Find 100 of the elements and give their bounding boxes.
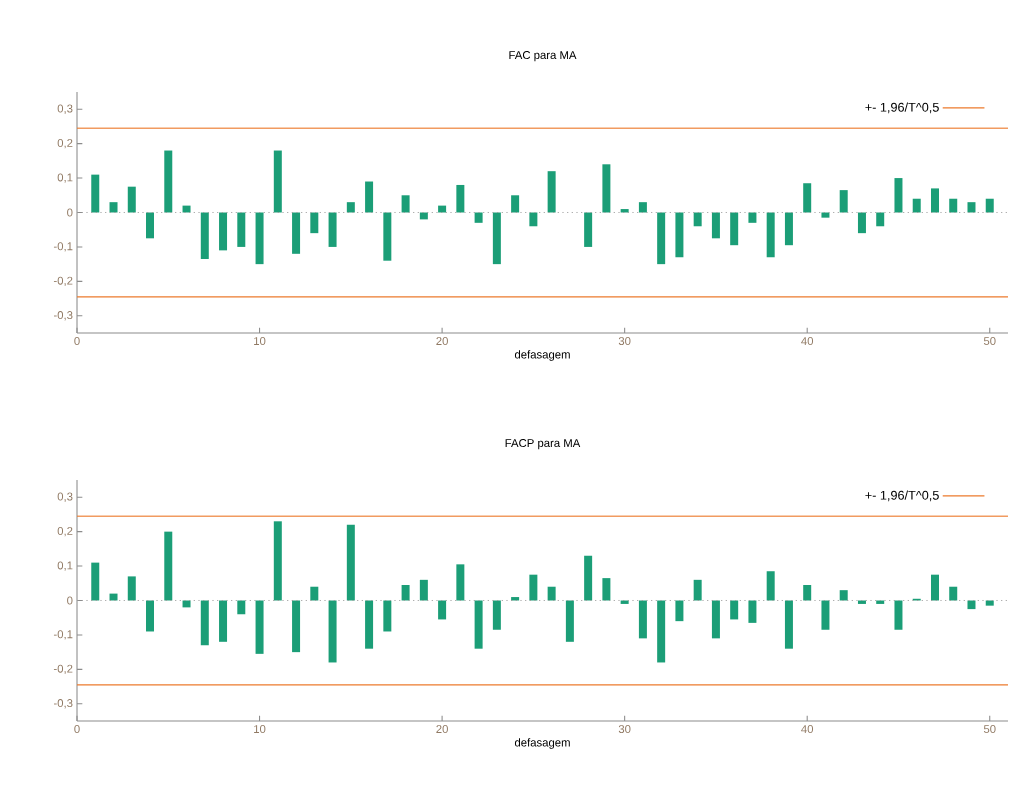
bar [91, 562, 100, 601]
bar [200, 212, 209, 259]
bar [292, 600, 301, 653]
bar [109, 202, 118, 213]
bar [876, 212, 885, 227]
bar [219, 212, 228, 251]
bar [602, 164, 611, 213]
bar [565, 600, 574, 642]
bar [547, 171, 556, 213]
x-tick-label: 20 [436, 337, 448, 346]
bar [930, 188, 939, 213]
bar [748, 212, 757, 223]
bar [438, 600, 447, 620]
y-tick-label: -0,2 [53, 664, 73, 675]
bar [894, 600, 903, 630]
x-tick-label: 0 [74, 337, 80, 346]
bar [821, 212, 830, 218]
bar [876, 600, 885, 604]
bar [255, 600, 264, 654]
bar [839, 190, 848, 213]
bar [547, 586, 556, 601]
bar [839, 590, 848, 601]
bar [912, 198, 921, 213]
bar [949, 586, 958, 601]
y-tick-label: -0,2 [53, 276, 73, 287]
bar [419, 212, 428, 220]
y-tick-label: 0,1 [57, 561, 73, 571]
bar [985, 600, 994, 606]
x-tick-label: 30 [618, 725, 631, 734]
y-tick-label: -0,1 [53, 242, 73, 252]
bar [657, 212, 666, 265]
bar [511, 195, 520, 213]
bar [638, 202, 647, 213]
y-tick-label: -0,3 [53, 311, 73, 321]
bar [985, 198, 994, 213]
chart-title: FACP para MA [505, 439, 581, 450]
bar [711, 212, 720, 239]
bar [401, 195, 410, 213]
bar [273, 521, 282, 601]
bar [474, 600, 483, 649]
y-tick-label: 0 [67, 208, 73, 217]
y-tick-label: 0 [67, 596, 73, 605]
bar [365, 600, 374, 649]
bar [949, 198, 958, 213]
bar [492, 600, 501, 630]
bar [584, 555, 593, 601]
x-tick-label: 50 [983, 337, 996, 346]
bar [675, 600, 684, 622]
chart-title: FAC para MA [509, 51, 577, 62]
bar [657, 600, 666, 663]
x-tick-label: 40 [801, 337, 814, 346]
bar [328, 212, 337, 247]
bar [529, 574, 538, 601]
bar [474, 212, 483, 223]
bar [273, 150, 282, 213]
bar [383, 600, 392, 632]
bar [784, 600, 793, 649]
y-tick-label: -0,1 [53, 630, 73, 640]
bar [584, 212, 593, 247]
bar [894, 178, 903, 213]
bar [602, 578, 611, 601]
bar [857, 212, 866, 234]
bar [766, 212, 775, 258]
bar [237, 600, 246, 615]
bar [237, 212, 246, 247]
bar [675, 212, 684, 258]
bar [711, 600, 720, 639]
bar [310, 212, 319, 234]
bar [930, 574, 939, 601]
bar [219, 600, 228, 642]
bar [803, 585, 812, 601]
bar [693, 579, 702, 601]
x-axis-title: defasagem [514, 350, 570, 361]
legend-label: +- 1,96/T^0,5 [865, 102, 939, 114]
bar [127, 576, 136, 601]
bar [730, 212, 739, 246]
x-tick-label: 0 [74, 725, 80, 734]
bar [803, 183, 812, 213]
bar [383, 212, 392, 261]
bar [748, 600, 757, 623]
bar [164, 531, 173, 601]
bar [328, 600, 337, 663]
bar [182, 600, 191, 608]
bar [365, 181, 374, 213]
bar [967, 600, 976, 610]
bar [146, 212, 155, 239]
y-tick-label: 0,3 [57, 104, 73, 114]
bar [419, 579, 428, 601]
bar [730, 600, 739, 620]
x-tick-label: 50 [983, 725, 996, 734]
bar [146, 600, 155, 632]
x-tick-label: 20 [436, 725, 448, 734]
bar [766, 571, 775, 601]
bar [784, 212, 793, 246]
bar [292, 212, 301, 254]
bar [200, 600, 209, 646]
bar [492, 212, 501, 265]
bar [164, 150, 173, 213]
bar [255, 212, 264, 265]
bar [821, 600, 830, 630]
